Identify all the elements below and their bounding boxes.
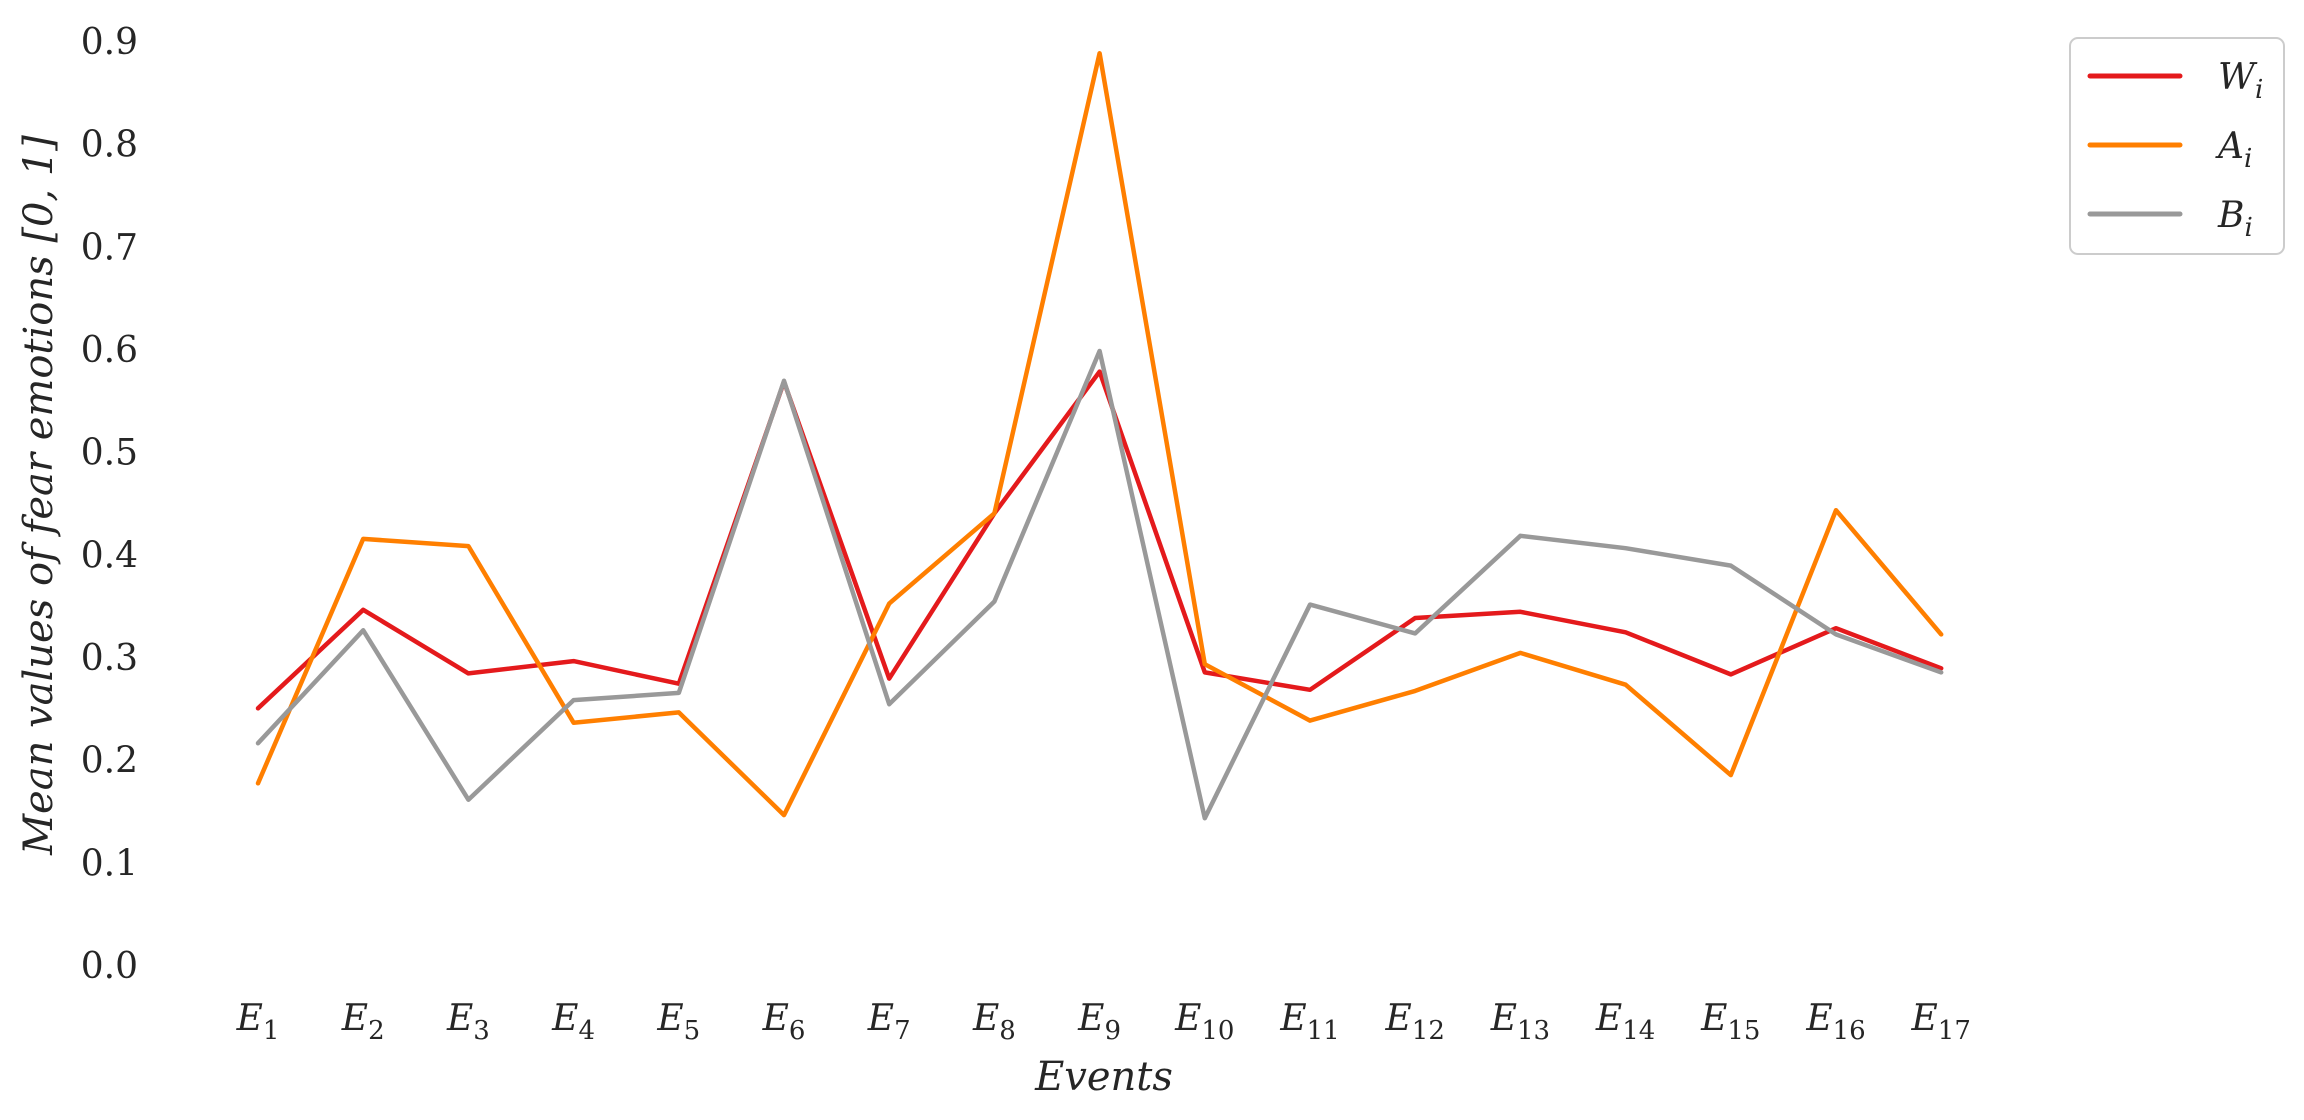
x-tick-subscript: 2 xyxy=(368,1016,385,1046)
x-tick-label: E6 xyxy=(762,998,806,1046)
legend-label-a: Ai xyxy=(2215,126,2252,174)
x-tick-label: E17 xyxy=(1911,998,1971,1046)
x-tick-base: E xyxy=(341,998,368,1039)
legend-label-w: Wi xyxy=(2218,57,2263,105)
x-tick-label: E2 xyxy=(341,998,385,1046)
y-tick-label: 0.5 xyxy=(81,433,138,474)
x-tick-subscript: 5 xyxy=(684,1016,701,1046)
legend-label-base: A xyxy=(2215,126,2244,167)
y-tick-label: 0.4 xyxy=(81,535,138,576)
x-tick-base: E xyxy=(1174,998,1201,1039)
y-tick-label: 0.6 xyxy=(81,330,138,371)
x-tick-label: E11 xyxy=(1279,998,1339,1046)
x-tick-base: E xyxy=(1279,998,1306,1039)
x-tick-base: E xyxy=(972,998,999,1039)
y-tick-label: 0.8 xyxy=(81,125,138,166)
x-tick-label: E15 xyxy=(1700,998,1760,1046)
y-axis-title: Mean values of fear emotions [0, 1] xyxy=(16,135,62,856)
x-tick-subscript: 3 xyxy=(473,1016,490,1046)
x-tick-base: E xyxy=(656,998,683,1039)
series-lines xyxy=(255,51,1944,821)
x-tick-label: E1 xyxy=(236,998,280,1046)
legend-label-subscript: i xyxy=(2244,213,2252,243)
x-tick-base: E xyxy=(1700,998,1727,1039)
x-tick-label: E7 xyxy=(867,998,911,1046)
x-tick-label: E13 xyxy=(1490,998,1550,1046)
x-tick-subscript: 8 xyxy=(999,1016,1016,1046)
y-tick-label: 0.9 xyxy=(81,22,138,63)
x-tick-subscript: 4 xyxy=(578,1016,595,1046)
series-line-a xyxy=(255,51,1944,818)
legend-label-base: B xyxy=(2217,195,2244,236)
y-tick-label: 0.3 xyxy=(81,638,138,679)
x-tick-subscript: 11 xyxy=(1307,1016,1340,1046)
x-tick-subscript: 9 xyxy=(1104,1016,1121,1046)
x-tick-subscript: 15 xyxy=(1727,1016,1760,1046)
legend-label-base: W xyxy=(2218,57,2258,98)
x-tick-base: E xyxy=(236,998,263,1039)
x-tick-base: E xyxy=(1805,998,1832,1039)
y-tick-label: 0.2 xyxy=(81,741,138,782)
x-tick-subscript: 16 xyxy=(1833,1016,1866,1046)
x-tick-base: E xyxy=(1490,998,1517,1039)
y-tick-label: 0.0 xyxy=(81,946,138,987)
x-tick-subscript: 12 xyxy=(1412,1016,1445,1046)
x-tick-subscript: 1 xyxy=(263,1016,280,1046)
x-tick-base: E xyxy=(762,998,789,1039)
x-tick-label: E4 xyxy=(551,998,595,1046)
legend-label-subscript: i xyxy=(2244,144,2252,174)
legend-label-subscript: i xyxy=(2255,75,2263,105)
x-tick-label: E8 xyxy=(972,998,1016,1046)
x-tick-base: E xyxy=(446,998,473,1039)
series-line-w xyxy=(255,369,1944,711)
series-line-b xyxy=(255,348,1944,821)
x-tick-label: E3 xyxy=(446,998,490,1046)
x-tick-base: E xyxy=(1595,998,1622,1039)
x-tick-subscript: 14 xyxy=(1622,1016,1655,1046)
x-axis-ticks: E1 E2 E3 E4 E5 E6 E7 E8 E9 E10 E11 E12 E13 E14 E15 E16 E… xyxy=(236,998,1971,1046)
x-tick-label: E10 xyxy=(1174,998,1234,1046)
x-tick-subscript: 7 xyxy=(894,1016,911,1046)
x-tick-label: E12 xyxy=(1385,998,1445,1046)
x-tick-base: E xyxy=(1911,998,1938,1039)
x-tick-subscript: 17 xyxy=(1938,1016,1971,1046)
x-tick-subscript: 6 xyxy=(789,1016,806,1046)
x-tick-base: E xyxy=(1385,998,1412,1039)
y-tick-label: 0.7 xyxy=(81,227,138,268)
x-tick-subscript: 10 xyxy=(1201,1016,1234,1046)
x-tick-base: E xyxy=(1077,998,1104,1039)
x-tick-label: E16 xyxy=(1805,998,1865,1046)
x-axis-title: Events xyxy=(1034,1054,1173,1100)
x-tick-base: E xyxy=(867,998,894,1039)
x-tick-label: E14 xyxy=(1595,998,1655,1046)
y-tick-label: 0.1 xyxy=(81,843,138,884)
x-tick-base: E xyxy=(551,998,578,1039)
x-tick-label: E9 xyxy=(1077,998,1121,1046)
x-tick-label: E5 xyxy=(656,998,700,1046)
y-axis-ticks: 0.0 0.1 0.2 0.3 0.4 0.5 0.6 0.7 0.8 0.9 xyxy=(81,22,138,987)
legend-label-b: Bi xyxy=(2217,195,2253,243)
x-tick-subscript: 13 xyxy=(1517,1016,1550,1046)
